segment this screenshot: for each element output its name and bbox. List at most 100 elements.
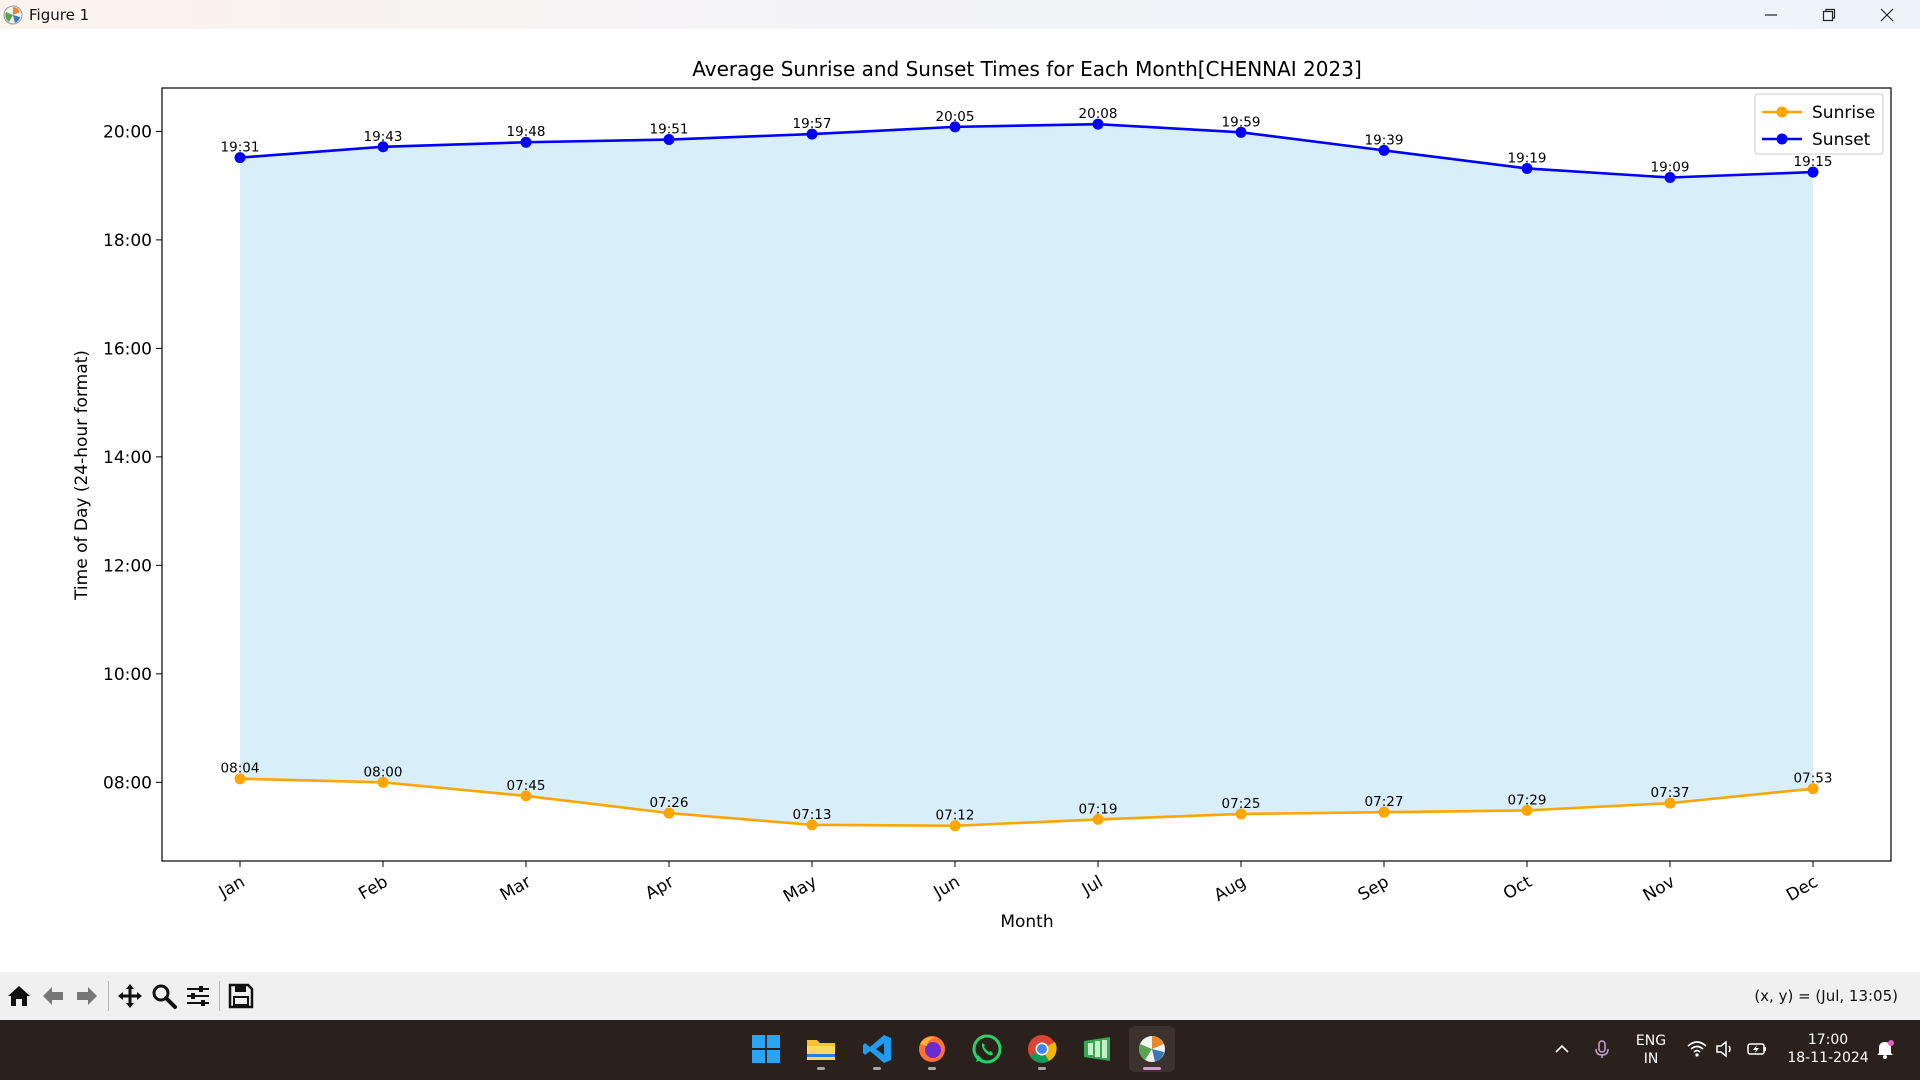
home-icon [8,986,30,1006]
configure-icon [187,986,209,1006]
sunrise-point [663,807,675,819]
sunset-data-label: 19:31 [221,140,260,156]
zoom-button[interactable] [147,979,181,1013]
legend-sunrise-label: Sunrise [1812,103,1875,123]
sunset-point [234,152,246,164]
sunrise-point [806,819,818,831]
sunrise-data-label: 08:04 [221,761,260,777]
window-title: Figure 1 [29,5,90,24]
microphone-icon [1595,1040,1609,1058]
save-button[interactable] [224,979,258,1013]
taskbar-chrome[interactable] [1019,1026,1065,1072]
show-hidden-icons-button[interactable] [1551,1038,1573,1060]
y-tick-label: 12:00 [103,556,152,576]
x-tick-label: Jun [930,872,964,903]
windows-start-icon [752,1035,780,1063]
minimize-button[interactable] [1742,0,1800,29]
network-button[interactable] [1686,1038,1708,1060]
sunrise-data-label: 07:45 [507,778,546,794]
axes-frame [161,87,1892,862]
clock-time: 17:00 [1807,1032,1849,1048]
sunset-data-label: 19:19 [1508,150,1547,166]
y-tick-label: 08:00 [103,773,152,793]
sunset-point [1807,166,1819,178]
sunrise-data-label: 07:37 [1651,785,1690,801]
sunrise-point [1235,808,1247,820]
sunrise-data-label: 07:19 [1079,801,1118,817]
y-tick-label: 14:00 [103,448,152,468]
x-tick-label: Jul [1078,872,1107,900]
restore-button[interactable] [1800,0,1858,29]
navigation-toolbar: (x, y) = (Jul, 13:05) [0,972,1920,1020]
sunset-data-label: 19:57 [793,116,832,132]
start-button[interactable] [743,1026,789,1072]
sunset-data-label: 19:48 [507,124,546,140]
figure-canvas[interactable]: Average Sunrise and Sunset Times for Eac… [0,29,1920,972]
taskbar-matplotlib-figure[interactable] [1129,1026,1175,1072]
battery-button[interactable] [1746,1038,1768,1060]
x-tick-label: Apr [642,872,677,904]
home-button[interactable] [2,979,36,1013]
sunset-data-label: 19:09 [1651,160,1690,176]
sunset-point [949,121,961,133]
configure-subplots-button[interactable] [181,979,215,1013]
sunset-point [377,141,389,153]
cursor-coordinates: (x, y) = (Jul, 13:05) [1754,987,1898,1005]
firefox-icon [919,1036,945,1062]
running-indicator [817,1067,825,1070]
back-button[interactable] [36,979,70,1013]
taskbar-file-explorer[interactable] [798,1026,844,1072]
taskbar-sheets-app[interactable] [1074,1026,1120,1072]
x-tick-label: Oct [1500,872,1536,904]
close-icon [1880,8,1894,21]
microphone-button[interactable] [1591,1038,1613,1060]
running-indicator [1143,1067,1161,1070]
taskbar-vscode[interactable] [854,1026,900,1072]
sunset-point [1521,162,1533,174]
whatsapp-icon [972,1034,1002,1064]
notifications-button[interactable] [1874,1038,1896,1060]
clock-date: 18-11-2024 [1787,1050,1869,1066]
sunset-data-label: 20:08 [1079,106,1118,122]
clock[interactable]: 17:00 18-11-2024 [1783,1031,1873,1067]
close-button[interactable] [1858,0,1916,29]
sunrise-data-label: 07:53 [1794,771,1833,787]
x-tick-label: Mar [497,872,535,905]
save-icon [228,983,254,1009]
y-tick-label: 16:00 [103,339,152,359]
taskbar-firefox[interactable] [909,1026,955,1072]
chevron-up-icon [1555,1044,1569,1053]
y-tick-label: 18:00 [103,231,152,251]
sheets-icon [1084,1037,1110,1061]
matplotlib-figure-icon [1138,1036,1165,1062]
x-tick-label: Jan [215,872,249,903]
restore-icon [1822,8,1836,21]
sunrise-data-label: 07:29 [1508,792,1547,808]
pan-button[interactable] [113,979,147,1013]
sunset-data-label: 19:15 [1794,154,1833,170]
running-indicator [1038,1067,1046,1070]
taskbar-whatsapp[interactable] [964,1026,1010,1072]
forward-icon [77,987,97,1005]
sunset-data-label: 19:51 [650,122,689,138]
sunrise-point [1378,806,1390,818]
forward-button[interactable] [70,979,104,1013]
language-indicator[interactable]: ENG IN [1630,1032,1672,1068]
sunset-point [1664,172,1676,184]
chrome-icon [1028,1035,1057,1063]
speaker-icon [1716,1040,1731,1058]
minimize-icon [1765,13,1777,16]
region-code: IN [1643,1051,1659,1067]
sunset-point [1092,118,1104,130]
toolbar-separator [108,981,109,1011]
sunset-point [663,134,675,146]
sunrise-point [234,773,246,785]
wifi-icon [1687,1041,1707,1057]
y-tick-label: 20:00 [103,122,152,142]
sunrise-point [1521,804,1533,816]
sunrise-data-label: 07:27 [1365,794,1404,810]
sunset-point [806,128,818,140]
volume-button[interactable] [1714,1038,1736,1060]
vscode-icon [863,1035,891,1063]
sunrise-point [1092,813,1104,825]
